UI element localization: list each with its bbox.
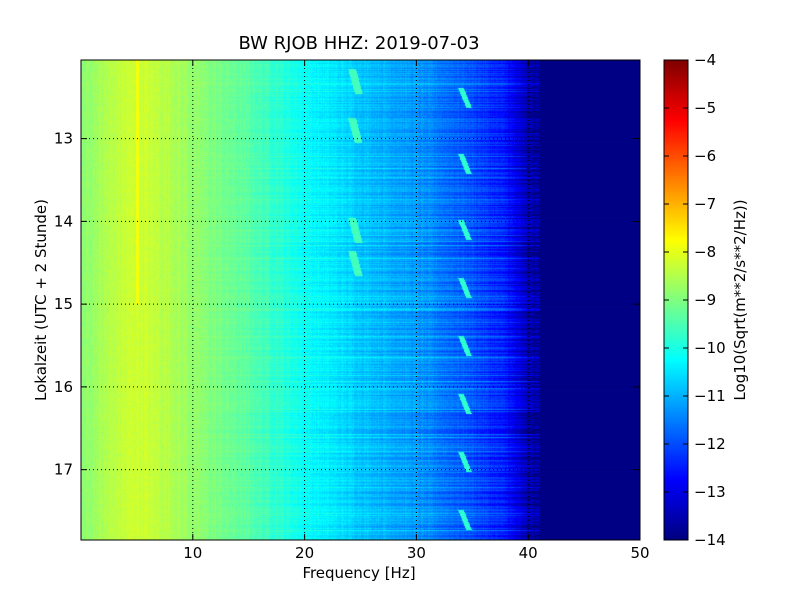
colorbar: −4 −5 −6 −7 −8 −9 −10 −11 −12 −13 −14 Log10(Sqrt(m… [663,51,749,549]
y-axis-label: Lokalzeit (UTC + 2 Stunde) [32,199,50,401]
y-tick-label: 14 [54,212,73,230]
colorbar-tick-label: −4 [694,51,716,69]
colorbar-tick-label: −14 [694,531,726,549]
spectrogram-heatmap [81,60,640,540]
colorbar-tick-label: −9 [694,291,716,309]
x-axis-label: Frequency [Hz] [302,564,415,582]
y-tick-label: 13 [54,130,73,148]
chart-title: BW RJOB HHZ: 2019-07-03 [238,33,479,54]
x-tick-label: 30 [407,544,426,562]
y-axis-ticks: 13 14 15 16 17 [54,130,640,479]
colorbar-tick-label: −7 [694,195,716,213]
colorbar-tick-label: −8 [694,243,716,261]
x-tick-label: 40 [519,544,538,562]
grid-lines [81,60,640,540]
colorbar-ticks: −4 −5 −6 −7 −8 −9 −10 −11 −12 −13 −14 [664,51,726,549]
colorbar-tick-label: −6 [694,147,716,165]
x-tick-label: 20 [295,544,314,562]
y-tick-label: 16 [54,378,73,396]
colorbar-tick-label: −5 [694,99,716,117]
colorbar-label: Log10(Sqrt(m**2/s**2/Hz)) [731,199,749,400]
colorbar-tick-label: −12 [694,435,726,453]
x-tick-label: 50 [630,544,649,562]
x-axis-ticks: 10 20 30 40 50 [183,60,650,562]
colorbar-tick-label: −10 [694,339,726,357]
y-tick-label: 17 [54,461,73,479]
plot-frame [80,59,641,541]
x-tick-label: 10 [183,544,202,562]
plot-area: 10 20 30 40 50 13 14 15 16 17 [54,59,650,562]
colorbar-tick-label: −11 [694,387,726,405]
y-tick-label: 15 [54,295,73,313]
colorbar-tick-label: −13 [694,483,726,501]
